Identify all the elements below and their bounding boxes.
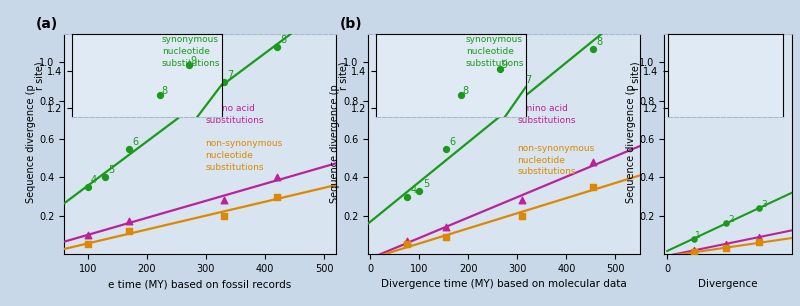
Point — [99, 175, 112, 180]
Text: 6: 6 — [132, 137, 138, 147]
Text: 4: 4 — [91, 175, 97, 185]
Text: 8: 8 — [162, 86, 168, 96]
Text: (a): (a) — [36, 17, 58, 31]
Text: 1: 1 — [695, 231, 701, 240]
Text: 4: 4 — [410, 185, 417, 195]
Point — [587, 185, 600, 189]
Point — [753, 206, 766, 211]
Point — [270, 194, 283, 199]
Point — [687, 248, 700, 252]
Text: 8: 8 — [280, 35, 286, 45]
Y-axis label: r site): r site) — [338, 61, 348, 90]
Point — [82, 232, 94, 237]
Point — [122, 146, 135, 151]
Text: 8: 8 — [462, 86, 469, 96]
Point — [720, 242, 733, 247]
Point — [440, 234, 453, 239]
Point — [440, 146, 453, 151]
Text: 5: 5 — [422, 179, 429, 189]
Point — [687, 250, 700, 255]
Point — [401, 194, 414, 199]
Point — [82, 242, 94, 247]
Point — [122, 229, 135, 233]
Text: 2: 2 — [728, 215, 734, 224]
Point — [753, 234, 766, 239]
X-axis label: Divergence: Divergence — [698, 279, 758, 289]
Point — [440, 225, 453, 230]
Y-axis label: Sequence divergence (p: Sequence divergence (p — [330, 84, 340, 203]
Point — [182, 63, 195, 68]
Y-axis label: r site): r site) — [34, 61, 44, 90]
Point — [154, 93, 166, 98]
Point — [270, 175, 283, 180]
Point — [587, 159, 600, 164]
Text: synonymous
nucleotide
substitutions: synonymous nucleotide substitutions — [162, 35, 220, 68]
Text: 8: 8 — [597, 37, 603, 47]
Point — [720, 221, 733, 226]
Text: amino acid
substitutions: amino acid substitutions — [206, 104, 264, 125]
Point — [587, 47, 600, 51]
Text: 6: 6 — [450, 137, 456, 147]
Point — [753, 240, 766, 245]
Text: 3: 3 — [761, 200, 766, 209]
Point — [218, 198, 230, 203]
Y-axis label: r site): r site) — [630, 61, 640, 90]
Point — [516, 198, 529, 203]
Text: 7: 7 — [526, 75, 532, 85]
X-axis label: e time (MY) based on fossil records: e time (MY) based on fossil records — [108, 279, 292, 289]
Text: amino acid
substitutions: amino acid substitutions — [518, 104, 576, 125]
Text: synonymous
nucleotide
substitutions: synonymous nucleotide substitutions — [466, 35, 524, 68]
Text: non-synonymous
nucleotide
substitutions: non-synonymous nucleotide substitutions — [206, 140, 282, 172]
X-axis label: Divergence time (MY) based on molecular data: Divergence time (MY) based on molecular … — [381, 279, 627, 289]
Point — [720, 246, 733, 251]
Point — [122, 219, 135, 224]
Point — [413, 188, 426, 193]
Text: 5: 5 — [109, 166, 115, 175]
Point — [516, 85, 529, 90]
Point — [218, 213, 230, 218]
Y-axis label: Sequence divergence (p: Sequence divergence (p — [626, 84, 636, 203]
Point — [687, 236, 700, 241]
Text: 9: 9 — [502, 60, 508, 70]
Point — [401, 242, 414, 247]
Point — [454, 93, 467, 98]
Text: non-synonymous
nucleotide
substitutions: non-synonymous nucleotide substitutions — [518, 144, 595, 177]
Y-axis label: Sequence divergence (p: Sequence divergence (p — [26, 84, 36, 203]
Point — [516, 213, 529, 218]
Point — [218, 79, 230, 84]
Text: 7: 7 — [227, 70, 233, 80]
Point — [494, 67, 506, 72]
Point — [401, 238, 414, 243]
Point — [270, 45, 283, 50]
Point — [82, 185, 94, 189]
Text: 9: 9 — [191, 56, 197, 66]
Text: (b): (b) — [340, 17, 362, 31]
